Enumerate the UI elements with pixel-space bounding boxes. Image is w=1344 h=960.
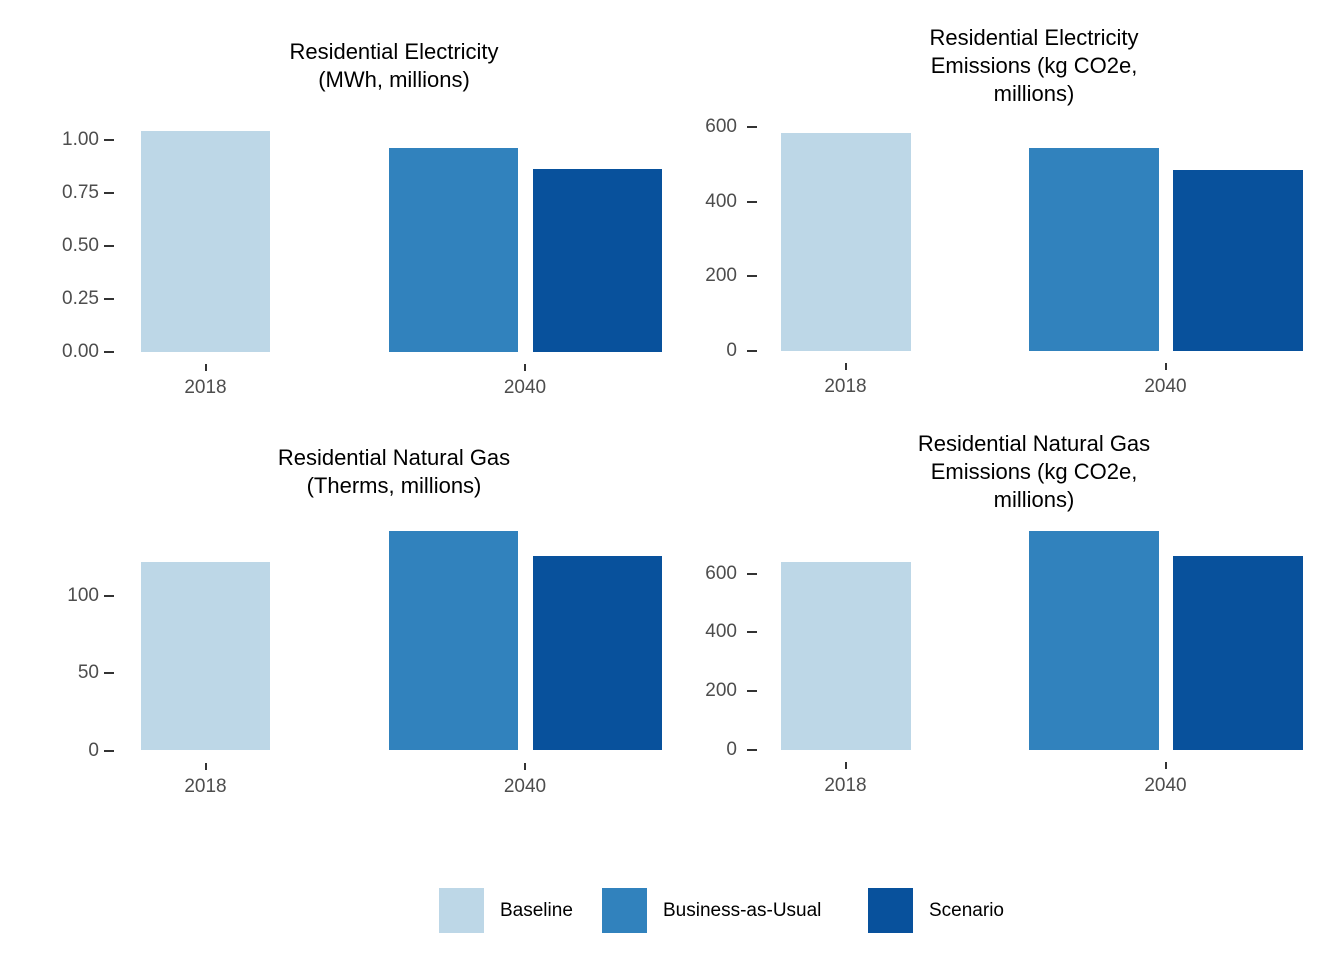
y-tick-label: 600 xyxy=(705,562,737,584)
panel-title-line: Residential Natural Gas xyxy=(277,445,511,470)
panel-title: Residential Natural Gas (Therms, millions… xyxy=(84,444,704,500)
legend-label-scenario: Scenario xyxy=(929,899,1004,921)
legend-item-baseline: Baseline xyxy=(439,888,573,933)
y-tick-mark xyxy=(104,594,114,597)
legend-label-business-as-usual: Business-as-Usual xyxy=(663,899,822,921)
legend-swatch-business-as-usual xyxy=(602,888,647,933)
y-tick-label: 0.75 xyxy=(62,181,99,203)
y-tick-label: 0.25 xyxy=(62,287,99,309)
x-tick-mark xyxy=(844,762,847,769)
y-tick-mark xyxy=(747,690,757,693)
y-tick-label: 200 xyxy=(705,680,737,702)
y-tick-mark xyxy=(747,749,757,751)
panel-title-line: Residential Electricity xyxy=(929,25,1139,50)
x-tick-label: 2018 xyxy=(184,775,227,797)
panel-title-line: Residential Electricity xyxy=(289,39,499,64)
y-tick-label: 50 xyxy=(77,662,99,684)
x-tick-mark xyxy=(1164,363,1167,370)
legend-swatch-scenario xyxy=(868,888,913,933)
y-tick-mark xyxy=(747,126,757,129)
y-tick-label: 0 xyxy=(88,739,99,761)
legend-label-baseline: Baseline xyxy=(500,899,573,921)
x-tick-mark xyxy=(204,364,207,371)
y-tick-label: 100 xyxy=(67,584,99,606)
chart-residential-electricity: Residential Electricity (MWh, millions) 0.… xyxy=(0,0,672,420)
panel-title-line: (MWh, millions) xyxy=(318,67,470,92)
y-tick-label: 0.00 xyxy=(62,341,99,362)
y-tick-mark xyxy=(747,572,757,575)
x-tick-label: 2040 xyxy=(503,377,547,398)
y-tick-mark xyxy=(104,191,114,194)
y-tick-mark xyxy=(747,350,757,352)
y-tick-label: 400 xyxy=(705,190,737,212)
panel-title-line: Emissions (kg CO2e, xyxy=(930,459,1138,484)
x-tick-mark xyxy=(844,363,847,370)
chart-residential-electricity-emissions: Residential Electricity Emissions (kg CO2… xyxy=(672,0,1344,420)
y-tick-label: 1.00 xyxy=(62,128,99,150)
legend-item-scenario: Scenario xyxy=(868,888,1004,933)
y-tick-mark xyxy=(104,672,114,675)
bar-scenario-2040 xyxy=(1173,170,1303,351)
y-tick-mark xyxy=(747,275,757,278)
bar-business_as_usual-2040 xyxy=(1029,531,1159,750)
y-tick-label: 400 xyxy=(705,621,737,643)
bar-baseline-2018 xyxy=(781,132,911,351)
chart-residential-natural-gas-emissions: Residential Natural Gas Emissions (kg CO2… xyxy=(672,420,1344,840)
x-tick-label: 2040 xyxy=(503,775,547,797)
y-tick-mark xyxy=(104,244,114,247)
x-tick-label: 2040 xyxy=(1144,376,1187,397)
y-tick-mark xyxy=(104,351,114,353)
panel-title-line: millions) xyxy=(993,487,1075,512)
panel-title: Residential Electricity (MWh, millions) xyxy=(84,38,704,94)
chart-residential-natural-gas: Residential Natural Gas (Therms, millions… xyxy=(0,420,672,840)
bar-baseline-2018 xyxy=(141,561,270,751)
y-tick-mark xyxy=(104,749,114,752)
y-tick-mark xyxy=(747,200,757,203)
x-tick-mark xyxy=(524,364,526,371)
y-tick-label: 600 xyxy=(705,116,737,138)
y-tick-label: 0.50 xyxy=(62,234,99,256)
panel-title: Residential Natural Gas Emissions (kg CO2… xyxy=(724,430,1344,514)
x-tick-mark xyxy=(524,762,526,770)
bar-scenario-2040 xyxy=(1173,556,1303,750)
bar-business_as_usual-2040 xyxy=(389,530,518,751)
legend-swatch-baseline xyxy=(439,888,484,933)
x-tick-label: 2018 xyxy=(824,376,867,397)
panel-title-line: (Therms, millions) xyxy=(306,473,482,498)
y-tick-mark xyxy=(104,297,114,300)
panel-title-line: Emissions (kg CO2e, xyxy=(930,53,1138,78)
x-tick-label: 2040 xyxy=(1144,775,1187,796)
panel-title-line: Residential Natural Gas xyxy=(917,431,1151,456)
panel-title-line: millions) xyxy=(993,81,1075,106)
x-tick-label: 2018 xyxy=(184,377,227,398)
y-tick-label: 0 xyxy=(726,739,737,760)
bar-baseline-2018 xyxy=(781,561,911,750)
x-tick-mark xyxy=(204,762,207,770)
bar-business_as_usual-2040 xyxy=(1029,147,1159,351)
y-tick-mark xyxy=(104,138,114,141)
bar-baseline-2018 xyxy=(141,131,270,352)
bar-business_as_usual-2040 xyxy=(389,148,518,352)
x-tick-mark xyxy=(1164,762,1167,769)
legend-item-business-as-usual: Business-as-Usual xyxy=(602,888,821,933)
bar-scenario-2040 xyxy=(533,555,662,751)
y-tick-mark xyxy=(747,631,757,634)
x-tick-label: 2018 xyxy=(824,775,867,796)
bar-scenario-2040 xyxy=(533,169,662,352)
y-tick-label: 200 xyxy=(705,265,737,287)
y-tick-label: 0 xyxy=(726,340,737,361)
panel-title: Residential Electricity Emissions (kg CO2… xyxy=(724,24,1344,108)
